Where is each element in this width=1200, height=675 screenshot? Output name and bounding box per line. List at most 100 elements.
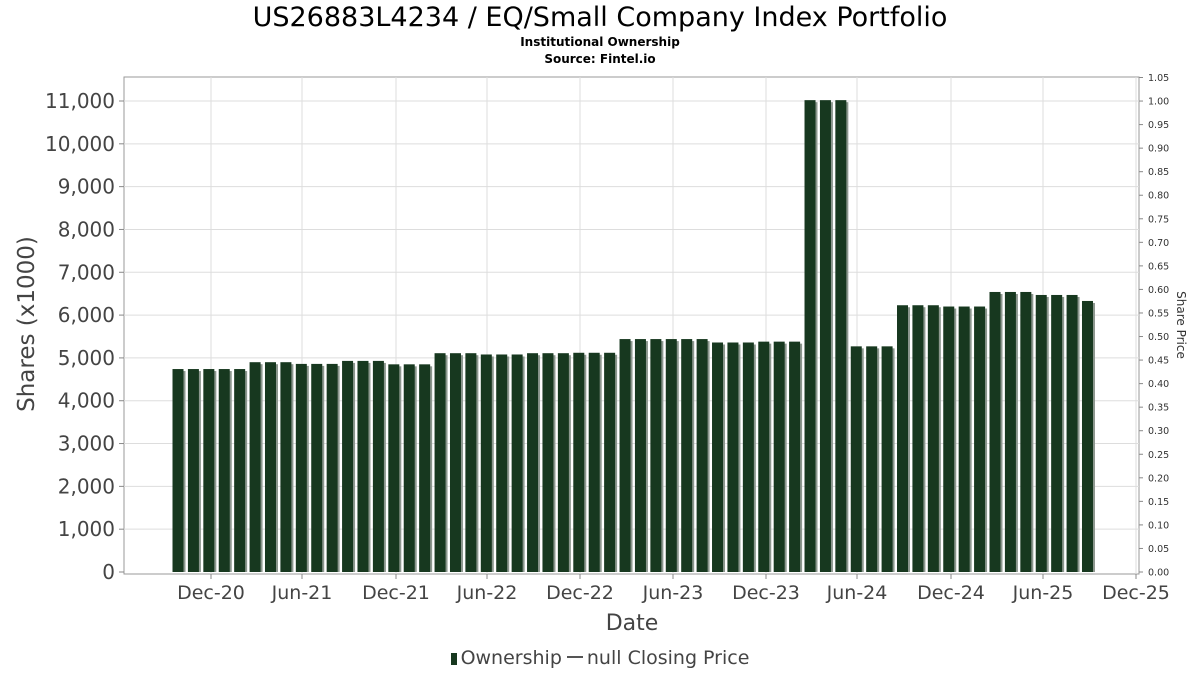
bar [311,363,323,572]
bar [511,354,523,572]
y2-tick-label: 0.35 [1148,403,1169,414]
y2-tick-label: 0.75 [1148,214,1169,225]
x-tick-label: Dec-24 [917,582,985,604]
bar [249,362,261,572]
x-tick-label: Jun-23 [642,582,704,604]
y2-tick-label: 0.95 [1148,120,1169,131]
chart-subtitle: Institutional Ownership [520,35,680,49]
x-tick-label: Dec-21 [362,582,430,604]
bar [989,291,1001,572]
y-tick-label: 0 [102,560,115,584]
y2-tick-label: 0.25 [1148,450,1169,461]
x-tick-label: Jun-25 [1012,582,1074,604]
bar [943,306,955,572]
bar [619,339,631,572]
bar [388,364,400,572]
bar [542,353,554,572]
bar [912,305,924,572]
bar [773,341,785,572]
bar [434,353,446,572]
bar [681,339,693,572]
bar [403,364,415,572]
bar [835,100,847,572]
y2-tick-label: 1.00 [1148,97,1169,108]
bar [419,364,431,572]
y-tick-label: 11,000 [45,89,115,113]
bar [557,353,569,572]
bar [326,363,338,572]
chart-legend: Ownership null Closing Price [0,647,1200,669]
bar [588,352,600,572]
bar [496,354,508,572]
bar [1004,291,1016,572]
x-tick-label: Jun-24 [826,582,888,604]
y-tick-label: 9,000 [58,175,115,199]
x-tick-label: Dec-23 [732,582,800,604]
bar [172,369,184,572]
bar [604,352,616,572]
bar [897,305,909,572]
bar [372,360,384,572]
bar [819,100,831,572]
bar [527,353,539,572]
bar [634,339,646,572]
y2-tick-label: 0.40 [1148,379,1169,390]
legend-price-label: null Closing Price [586,647,750,669]
bar [234,369,246,572]
x-tick-label: Dec-22 [546,582,614,604]
bar [742,342,754,572]
bar [449,353,461,572]
y2-tick-label: 0.90 [1148,144,1169,155]
bar [958,306,970,572]
y-tick-label: 1,000 [58,517,115,541]
bar [573,352,585,572]
bar [850,346,862,572]
y2-tick-label: 1.05 [1148,73,1169,84]
bar [927,305,939,572]
bar [264,362,276,572]
legend-ownership-label: Ownership [460,647,562,669]
bar [804,100,816,572]
y2-tick-label: 0.45 [1148,356,1169,367]
y-tick-label: 7,000 [58,260,115,284]
chart-title: US26883L4234 / EQ/Small Company Index Po… [252,2,948,33]
y-axis-label: Shares (x1000) [14,236,40,412]
legend-price-swatch [566,656,583,658]
bar [712,342,724,572]
bar [758,341,770,572]
bar [218,369,230,572]
bar [1020,291,1032,572]
bar [187,369,199,572]
y2-tick-label: 0.55 [1148,308,1169,319]
bar [357,360,369,572]
y-tick-label: 5,000 [58,346,115,370]
bar [1035,294,1047,572]
legend-ownership-swatch [450,653,457,665]
bar [1051,294,1063,572]
bar [866,346,878,572]
bar [789,341,801,572]
bar [480,354,492,572]
x-axis-label: Date [606,611,659,636]
bar [465,353,477,572]
bar [342,360,354,572]
bar [881,346,893,572]
y-tick-label: 10,000 [45,132,115,156]
y2-tick-label: 0.65 [1148,261,1169,272]
chart-source: Source: Fintel.io [544,52,656,66]
y2-tick-label: 0.05 [1148,544,1169,555]
y2-tick-label: 0.15 [1148,497,1169,508]
y2-tick-label: 0.00 [1148,568,1169,579]
y2-tick-label: 0.10 [1148,520,1169,531]
y2-tick-label: 0.20 [1148,473,1169,484]
y2-tick-label: 0.80 [1148,191,1169,202]
bar [727,342,739,572]
y2-tick-label: 0.85 [1148,167,1169,178]
bar [974,306,986,572]
bar [1081,300,1093,572]
y2-tick-label: 0.70 [1148,238,1169,249]
bar [650,339,662,572]
bar [696,339,708,572]
y-tick-label: 8,000 [58,217,115,241]
bar [665,339,677,572]
